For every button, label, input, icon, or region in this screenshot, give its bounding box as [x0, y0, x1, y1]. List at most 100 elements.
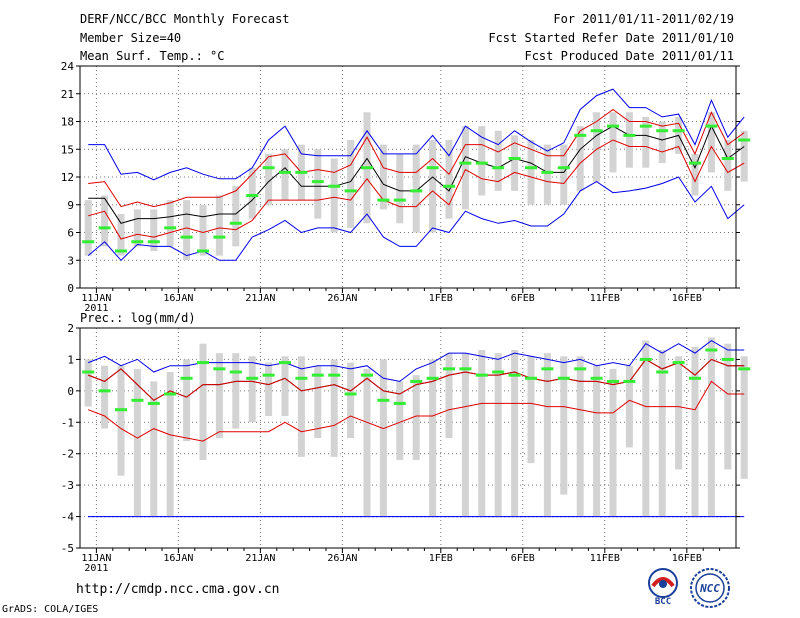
temp-box — [379, 144, 387, 210]
temp-box — [593, 112, 601, 182]
temp-box — [183, 200, 191, 261]
prec-median-bar — [213, 367, 226, 371]
variable-temp-title: Mean Surf. Temp.: °C — [80, 49, 225, 63]
prec-median-bar — [623, 379, 636, 383]
temp-box — [494, 130, 502, 191]
prec-median-bar — [98, 389, 111, 393]
temp-box — [396, 153, 404, 224]
temp-xtick-label: 16FEB — [672, 293, 702, 304]
temp-box — [511, 135, 519, 191]
temp-median-bar — [721, 157, 734, 160]
prec-xtick-label: 1FEB — [429, 553, 453, 564]
temp-median-bar — [607, 124, 619, 128]
prec-box — [461, 353, 469, 517]
prec-box — [675, 356, 683, 470]
prec-box — [593, 365, 601, 517]
temp-box — [609, 112, 617, 173]
temp-box — [527, 140, 535, 205]
temp-median-bar — [311, 180, 324, 184]
temp-median-bar — [508, 157, 521, 160]
prec-box — [543, 353, 551, 517]
temp-median-bar — [328, 184, 341, 188]
temp-box — [412, 144, 420, 233]
prec-median-bar — [443, 367, 455, 371]
prec-box — [363, 368, 371, 517]
source-url[interactable]: http://cmdp.ncc.cma.gov.cn — [76, 582, 280, 597]
temp-xtick-label: 26JAN — [327, 293, 357, 304]
temp-year-label: 2011 — [84, 303, 108, 314]
prec-ytick-label: -5 — [61, 542, 74, 555]
prec-xtick-label: 6FEB — [511, 553, 535, 564]
temp-median-bar — [574, 133, 587, 137]
prec-ytick-label: 2 — [67, 322, 74, 335]
ncc-logo-text: NCC — [699, 582, 720, 595]
variable-prec-title: Prec.: log(mm/d) — [80, 311, 196, 325]
temp-median-bar — [541, 170, 554, 174]
prec-ytick-label: -2 — [61, 448, 74, 461]
prec-line-inner-lower — [88, 380, 745, 442]
temp-median-bar — [361, 166, 373, 170]
prec-median-bar — [377, 398, 390, 402]
prec-ytick-label: -4 — [61, 511, 75, 524]
prec-median-bar — [721, 357, 734, 361]
prec-median-bar — [344, 392, 357, 396]
temp-median-bar — [557, 166, 570, 170]
prec-box — [347, 362, 355, 438]
temp-ytick-label: 15 — [61, 143, 74, 156]
prec-box — [215, 353, 223, 438]
temp-xtick-label: 16JAN — [163, 293, 193, 304]
prec-median-bar — [607, 379, 619, 383]
temp-box — [445, 140, 453, 219]
temp-line-inner-lower — [88, 139, 745, 240]
prec-box — [707, 337, 715, 517]
prec-median-bar — [426, 376, 439, 380]
prec-box — [412, 375, 420, 460]
prec-box — [396, 381, 404, 460]
temp-median-bar — [525, 166, 537, 170]
prec-box — [379, 359, 387, 517]
temp-xtick-label: 1FEB — [429, 293, 453, 304]
temp-median-bar — [197, 249, 209, 253]
prec-median-bar — [295, 376, 308, 380]
prec-box — [232, 353, 240, 429]
prec-xtick-label: 11JAN — [81, 553, 111, 564]
temp-box — [150, 209, 158, 251]
temp-median-bar — [639, 124, 652, 128]
temp-median-bar — [410, 189, 423, 193]
prec-box — [724, 343, 732, 470]
prec-year-label: 2011 — [84, 563, 108, 574]
prec-ytick-label: 1 — [67, 353, 74, 366]
prec-median-bar — [311, 373, 324, 377]
temp-box — [576, 126, 584, 191]
temp-line-outer-upper — [88, 88, 745, 181]
temp-median-bar — [492, 166, 505, 170]
temp-median-bar — [344, 189, 357, 193]
prec-box — [297, 356, 305, 457]
prec-median-bar — [574, 367, 587, 371]
prec-median-bar — [197, 361, 209, 365]
prec-median-bar — [475, 373, 488, 377]
temp-box — [347, 140, 355, 228]
temp-box — [642, 116, 650, 168]
prec-box — [183, 359, 191, 442]
temp-ytick-label: 0 — [67, 282, 74, 295]
prec-median-bar — [705, 348, 718, 352]
prec-median-bar — [410, 379, 423, 383]
prec-box — [691, 346, 699, 517]
prec-box — [166, 372, 174, 517]
prec-median-bar — [525, 376, 537, 380]
temp-xtick-label: 21JAN — [245, 293, 275, 304]
prec-box — [117, 365, 125, 476]
temp-box — [133, 209, 141, 247]
temp-median-bar — [82, 240, 95, 244]
prec-box — [248, 356, 256, 423]
prec-box — [330, 359, 338, 457]
temp-box — [101, 195, 109, 247]
temp-box — [281, 149, 289, 201]
temp-box — [330, 158, 338, 233]
temp-median-bar — [475, 161, 488, 165]
prec-box — [740, 356, 748, 479]
bcc-logo-text: BCC — [655, 597, 671, 606]
temp-ytick-label: 24 — [61, 60, 75, 73]
